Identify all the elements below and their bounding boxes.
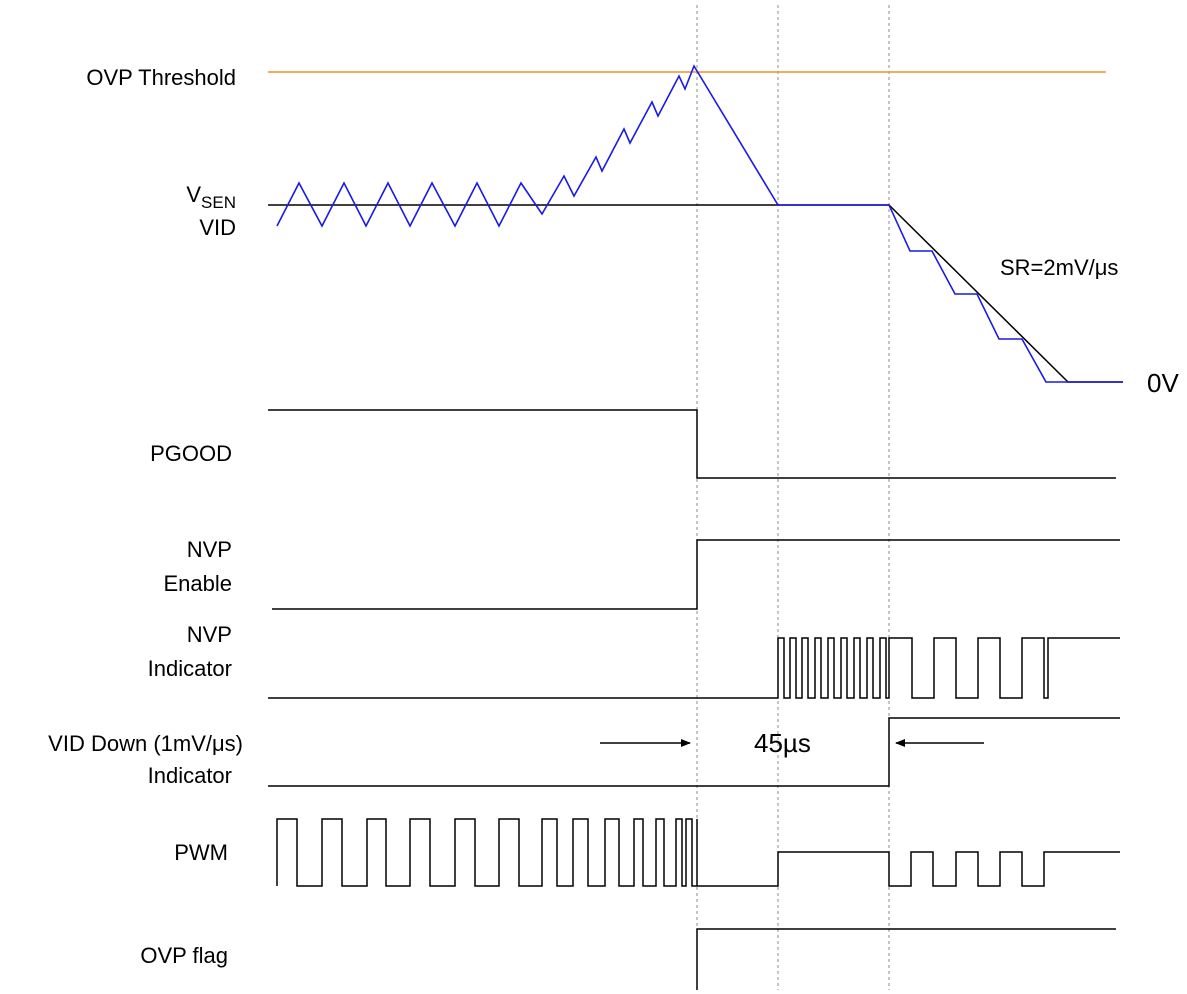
- vid-reference-line: [268, 204, 1123, 383]
- ovp-flag-label: OVP flag: [140, 943, 228, 968]
- vid-down-indicator-waveform: [268, 717, 1120, 787]
- vid-down-label-line1: VID Down (1mV/μs): [48, 731, 243, 756]
- pwm-label: PWM: [174, 840, 228, 865]
- nvp-indicator-label-line2: Indicator: [148, 656, 232, 681]
- pwm-waveform: [276, 818, 1120, 887]
- zero-volt-label: 0V: [1147, 368, 1179, 398]
- nvp-enable-label-line2: Enable: [163, 571, 232, 596]
- vid-down-label-line2: Indicator: [148, 763, 232, 788]
- nvp-indicator-label-line1: NVP: [187, 622, 232, 647]
- vsen-label: VSEN: [186, 182, 236, 212]
- nvp-indicator-waveform: [268, 637, 1120, 699]
- nvp-enable-waveform: [272, 539, 1120, 610]
- pgood-waveform: [268, 409, 1116, 479]
- vid-label: VID: [199, 215, 236, 240]
- ovp-threshold-label: OVP Threshold: [86, 65, 236, 90]
- vsen-label-main: V: [186, 182, 201, 207]
- interval-label: 45µs: [754, 728, 811, 758]
- vsen-waveform: [276, 64, 1123, 383]
- vsen-label-subscript: SEN: [201, 193, 236, 212]
- nvp-enable-label-line1: NVP: [187, 537, 232, 562]
- slew-rate-label: SR=2mV/μs: [1000, 255, 1118, 280]
- pgood-label: PGOOD: [150, 441, 232, 466]
- ovp-flag-waveform: [696, 928, 1116, 990]
